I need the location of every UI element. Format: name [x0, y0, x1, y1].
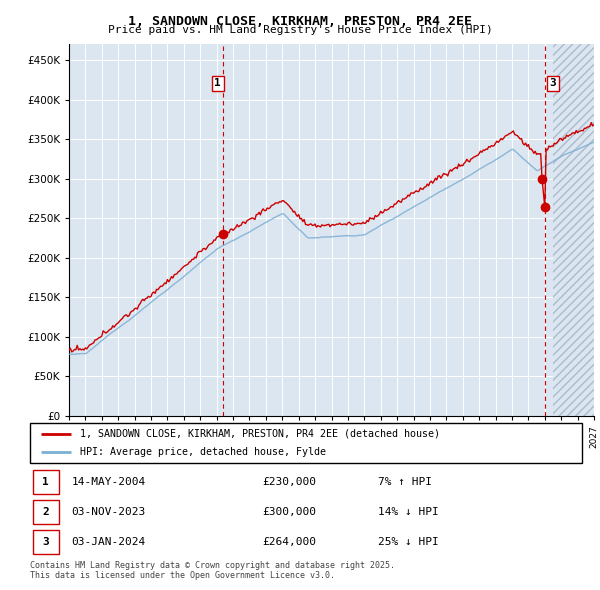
Text: 03-JAN-2024: 03-JAN-2024	[71, 537, 146, 547]
Bar	[33, 470, 59, 493]
Text: Contains HM Land Registry data © Crown copyright and database right 2025.
This d: Contains HM Land Registry data © Crown c…	[30, 560, 395, 580]
Bar	[553, 44, 594, 416]
Bar	[33, 500, 59, 524]
Bar	[33, 530, 59, 554]
Text: 14% ↓ HPI: 14% ↓ HPI	[378, 507, 439, 517]
Text: 7% ↑ HPI: 7% ↑ HPI	[378, 477, 432, 487]
Text: £230,000: £230,000	[262, 477, 316, 487]
Text: £264,000: £264,000	[262, 537, 316, 547]
Text: HPI: Average price, detached house, Fylde: HPI: Average price, detached house, Fyld…	[80, 447, 326, 457]
Text: 1, SANDOWN CLOSE, KIRKHAM, PRESTON, PR4 2EE (detached house): 1, SANDOWN CLOSE, KIRKHAM, PRESTON, PR4 …	[80, 429, 440, 439]
Text: 3: 3	[550, 78, 557, 88]
Text: 1, SANDOWN CLOSE, KIRKHAM, PRESTON, PR4 2EE: 1, SANDOWN CLOSE, KIRKHAM, PRESTON, PR4 …	[128, 15, 472, 28]
Text: £300,000: £300,000	[262, 507, 316, 517]
Text: 2: 2	[43, 507, 49, 517]
Text: 25% ↓ HPI: 25% ↓ HPI	[378, 537, 439, 547]
Text: 1: 1	[43, 477, 49, 487]
Text: 14-MAY-2004: 14-MAY-2004	[71, 477, 146, 487]
Text: Price paid vs. HM Land Registry's House Price Index (HPI): Price paid vs. HM Land Registry's House …	[107, 25, 493, 35]
Text: 03-NOV-2023: 03-NOV-2023	[71, 507, 146, 517]
Text: 3: 3	[43, 537, 49, 547]
Text: 1: 1	[214, 78, 221, 88]
